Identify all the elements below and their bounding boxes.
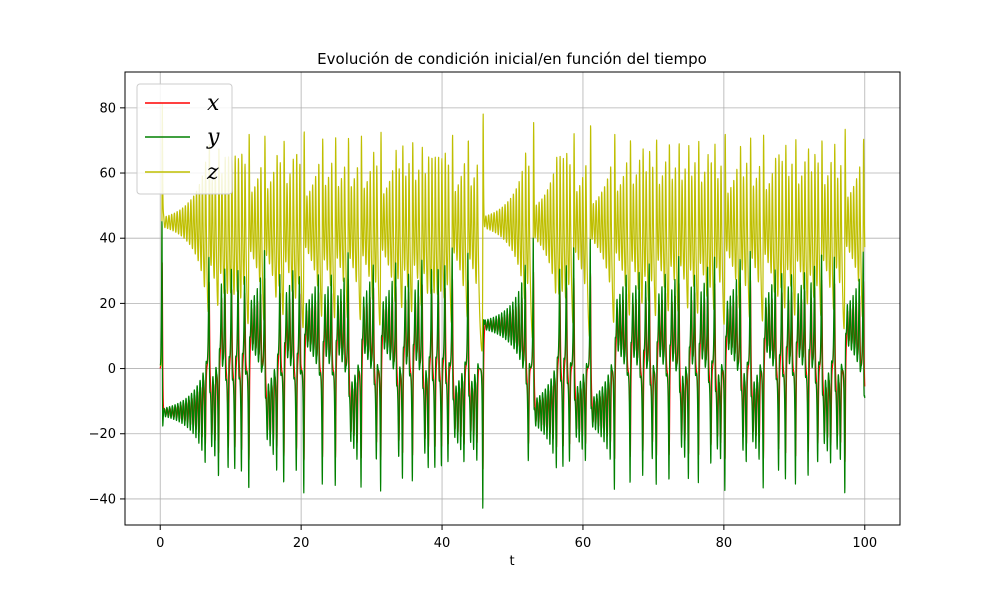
y-tick-label: −20 (89, 427, 116, 442)
plot-area (159, 103, 866, 509)
y-axis: −40 −20 0 20 40 60 80 (89, 101, 125, 507)
x-tick-label: 80 (716, 536, 733, 551)
x-tick-label: 40 (434, 536, 451, 551)
series-line-z (159, 103, 866, 367)
y-tick-label: 0 (108, 362, 116, 377)
legend-label-z: z (206, 160, 219, 185)
legend-label-y: y (206, 125, 220, 150)
legend-box (136, 83, 233, 195)
y-tick-label: −40 (89, 492, 116, 507)
x-tick-label: 100 (852, 536, 877, 551)
x-tick-label: 60 (575, 536, 592, 551)
y-tick-label: 40 (99, 232, 116, 247)
x-tick-label: 20 (293, 536, 310, 551)
x-axis: 0 20 40 60 80 100 (156, 525, 877, 551)
y-tick-label: 20 (99, 297, 116, 312)
chart-title: Evolución de condición inicial/en funció… (317, 50, 707, 68)
series-line-y (159, 221, 866, 509)
series-layer (159, 103, 866, 509)
axes-frame (124, 71, 901, 526)
x-axis-label: t (509, 554, 514, 569)
y-tick-label: 60 (99, 167, 116, 182)
legend-label-x: x (207, 91, 220, 116)
x-tick-label: 0 (156, 536, 164, 551)
legend: x y z (136, 83, 233, 195)
y-tick-label: 80 (99, 101, 116, 116)
